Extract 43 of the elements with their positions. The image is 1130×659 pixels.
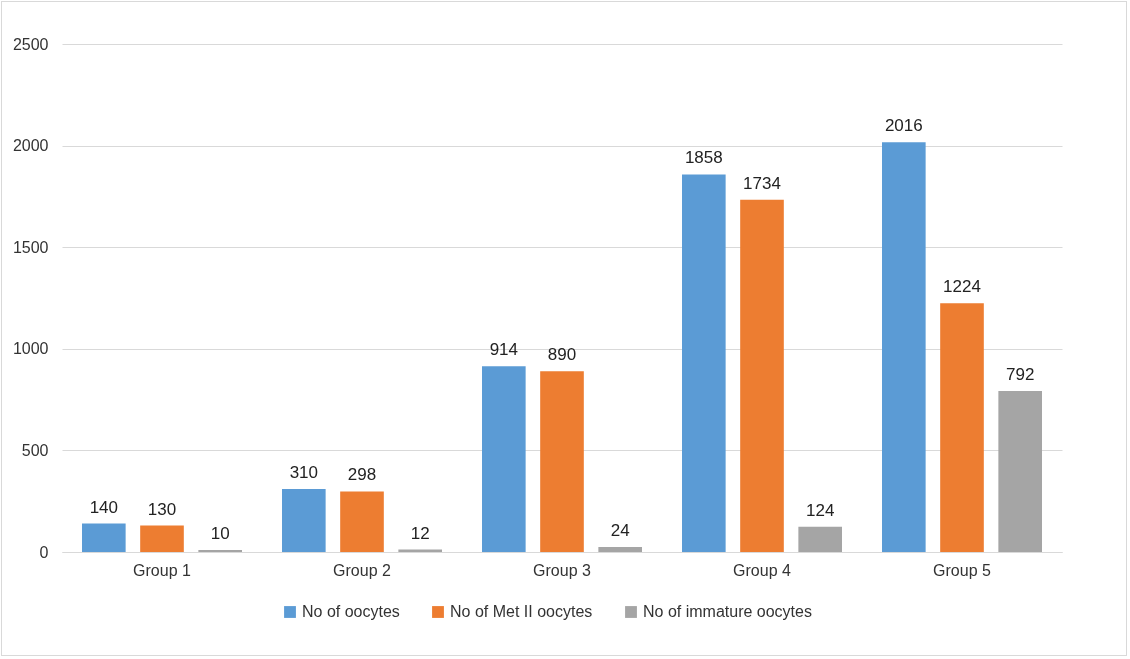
legend-label: No of oocytes [302, 603, 400, 620]
data-label: 130 [147, 499, 177, 519]
bar [340, 491, 384, 552]
bar [940, 303, 984, 552]
y-tick-label: 0 [39, 543, 49, 561]
data-label: 914 [489, 340, 519, 360]
data-label: 310 [289, 463, 319, 483]
bar [682, 174, 726, 552]
data-label: 2016 [884, 116, 923, 136]
data-label: 24 [610, 521, 630, 541]
x-tick-label: Group 3 [533, 561, 592, 579]
data-label: 12 [410, 523, 430, 543]
y-tick-label: 500 [21, 441, 49, 459]
bar [482, 366, 526, 552]
x-tick-label: Group 5 [933, 561, 992, 579]
bar [998, 391, 1042, 552]
bar [198, 549, 242, 552]
bar [798, 526, 842, 552]
bar [540, 371, 584, 552]
y-tick-label: 2000 [12, 137, 49, 155]
data-label: 1734 [743, 173, 781, 193]
data-label: 124 [805, 500, 835, 520]
y-tick-label: 1500 [12, 238, 49, 256]
bar [882, 142, 926, 552]
data-label: 10 [210, 523, 230, 543]
data-label: 140 [89, 497, 119, 517]
legend-label: No of Met II oocytes [450, 603, 593, 620]
bar [140, 525, 184, 552]
y-tick-label: 1000 [12, 340, 49, 358]
y-tick-label: 2500 [12, 35, 49, 53]
data-label: 890 [547, 345, 577, 365]
x-tick-label: Group 4 [733, 561, 792, 579]
x-tick-label: Group 1 [133, 561, 192, 579]
data-label: 298 [347, 465, 377, 485]
legend-label: No of immature oocytes [643, 603, 812, 620]
x-tick-label: Group 2 [333, 561, 392, 579]
bar [740, 199, 784, 552]
data-label: 1224 [943, 277, 981, 297]
bar [598, 547, 642, 552]
data-label: 1858 [684, 148, 723, 168]
bar [282, 489, 326, 552]
bar [82, 523, 126, 552]
data-label: 792 [1005, 365, 1035, 385]
